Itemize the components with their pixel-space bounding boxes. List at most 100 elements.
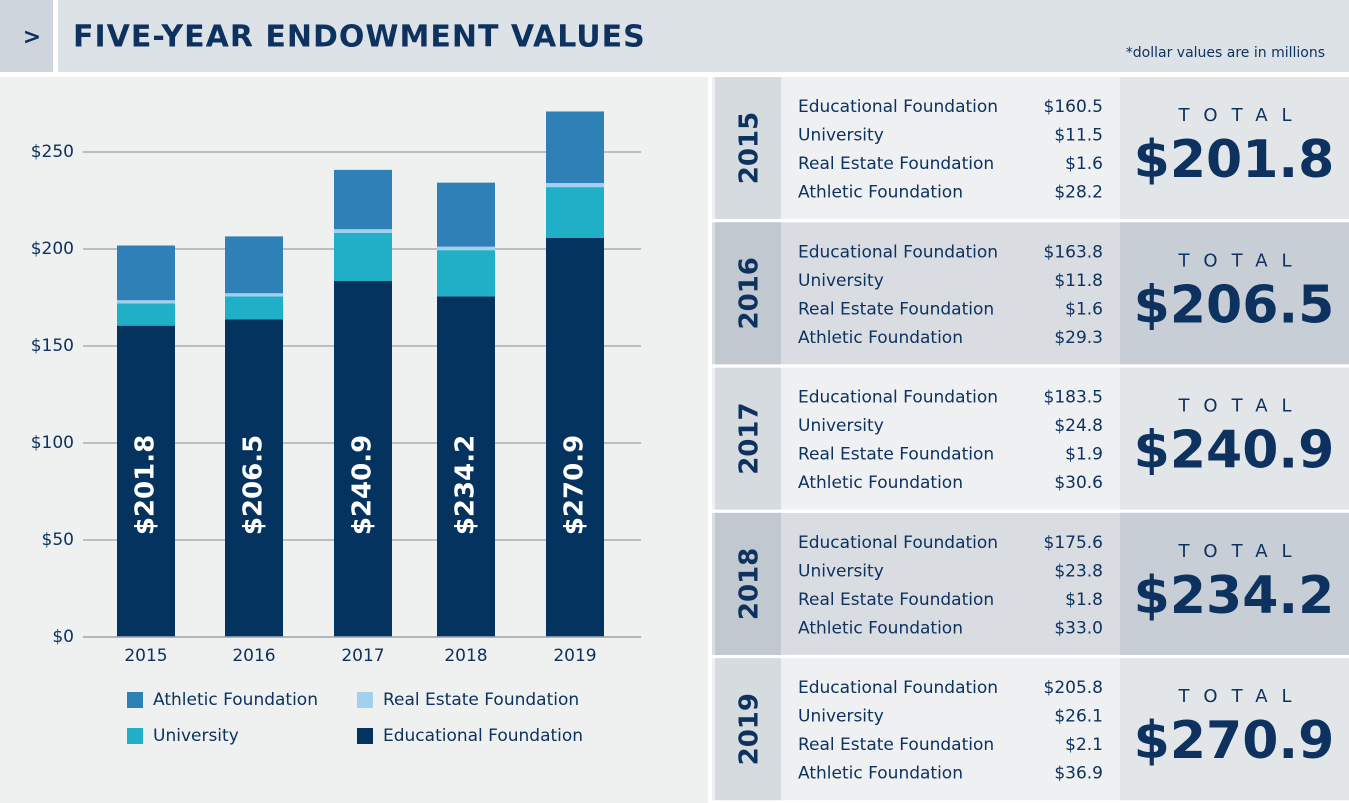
marker: > bbox=[23, 25, 41, 50]
item-value: $11.8 bbox=[1054, 271, 1103, 291]
bar-segment bbox=[334, 229, 392, 233]
total-value: $206.5 bbox=[1134, 275, 1335, 335]
x-tick-label: 2015 bbox=[124, 646, 167, 666]
item-value: $1.6 bbox=[1065, 154, 1103, 174]
x-tick-label: 2019 bbox=[553, 646, 596, 666]
total-value: $270.9 bbox=[1134, 711, 1335, 771]
total-label: TOTAL bbox=[1177, 105, 1305, 126]
legend-label: Real Estate Foundation bbox=[383, 690, 579, 710]
year-cell bbox=[715, 367, 781, 510]
bar-segment bbox=[437, 250, 495, 297]
year-cell bbox=[715, 77, 781, 219]
y-tick-label: $250 bbox=[31, 142, 74, 162]
bar-segment bbox=[334, 232, 392, 282]
item-value: $1.6 bbox=[1065, 299, 1103, 319]
year-cell bbox=[715, 222, 781, 365]
item-name: Educational Foundation bbox=[798, 388, 998, 408]
page-title: FIVE-YEAR ENDOWMENT VALUES bbox=[73, 20, 646, 55]
total-cell bbox=[1120, 367, 1349, 510]
y-tick-label: $100 bbox=[31, 433, 74, 453]
year-label: 2015 bbox=[735, 112, 765, 184]
item-name: Athletic Foundation bbox=[798, 473, 963, 493]
bar-segment bbox=[225, 319, 283, 637]
x-tick-label: 2016 bbox=[232, 646, 275, 666]
item-name: Real Estate Foundation bbox=[798, 299, 994, 319]
item-name: Educational Foundation bbox=[798, 97, 998, 117]
y-tick-label: $150 bbox=[31, 336, 74, 356]
total-cell bbox=[1120, 658, 1349, 801]
item-name: Real Estate Foundation bbox=[798, 445, 994, 465]
x-tick-label: 2018 bbox=[444, 646, 487, 666]
total-label: TOTAL bbox=[1177, 396, 1305, 417]
legend-swatch bbox=[127, 692, 143, 708]
bar-segment bbox=[225, 296, 283, 320]
header-bar bbox=[58, 0, 1349, 72]
item-name: Real Estate Foundation bbox=[798, 735, 994, 755]
item-name: University bbox=[798, 416, 884, 436]
item-name: University bbox=[798, 271, 884, 291]
item-name: Educational Foundation bbox=[798, 242, 998, 262]
bar-total-label: $201.8 bbox=[131, 435, 161, 535]
item-value: $28.2 bbox=[1054, 183, 1103, 203]
total-cell bbox=[1120, 77, 1349, 219]
item-value: $183.5 bbox=[1044, 388, 1103, 408]
year-label: 2019 bbox=[735, 693, 765, 765]
total-label: TOTAL bbox=[1177, 686, 1305, 707]
bar-segment bbox=[225, 236, 283, 294]
item-value: $1.8 bbox=[1065, 590, 1103, 610]
legend-label: University bbox=[153, 726, 239, 746]
bar-segment bbox=[437, 182, 495, 247]
total-label: TOTAL bbox=[1177, 250, 1305, 271]
bar-segment bbox=[117, 300, 175, 304]
item-name: Athletic Foundation bbox=[798, 764, 963, 784]
year-label: 2016 bbox=[735, 257, 765, 329]
total-value: $234.2 bbox=[1134, 566, 1335, 626]
item-value: $160.5 bbox=[1044, 97, 1103, 117]
item-value: $1.9 bbox=[1065, 445, 1103, 465]
y-tick-label: $200 bbox=[31, 239, 74, 259]
bar-segment bbox=[437, 246, 495, 251]
item-value: $30.6 bbox=[1054, 473, 1103, 493]
item-value: $2.1 bbox=[1065, 735, 1103, 755]
item-name: Athletic Foundation bbox=[798, 618, 963, 638]
bar-segment bbox=[334, 169, 392, 230]
item-value: $205.8 bbox=[1044, 678, 1103, 698]
bar-total-label: $240.9 bbox=[348, 435, 378, 535]
marker-box bbox=[0, 0, 53, 72]
item-name: Educational Foundation bbox=[798, 533, 998, 553]
year-cell bbox=[715, 658, 781, 801]
note: *dollar values are in millions bbox=[1126, 45, 1325, 61]
item-value: $24.8 bbox=[1054, 416, 1103, 436]
item-value: $11.5 bbox=[1054, 126, 1103, 146]
item-name: Athletic Foundation bbox=[798, 183, 963, 203]
item-name: Athletic Foundation bbox=[798, 328, 963, 348]
item-name: Real Estate Foundation bbox=[798, 590, 994, 610]
bar-total-label: $206.5 bbox=[239, 435, 269, 535]
item-name: University bbox=[798, 561, 884, 581]
item-value: $26.1 bbox=[1054, 707, 1103, 727]
legend-swatch bbox=[127, 728, 143, 744]
bar-segment bbox=[117, 303, 175, 326]
bar-segment bbox=[334, 281, 392, 637]
total-cell bbox=[1120, 512, 1349, 655]
item-value: $163.8 bbox=[1044, 242, 1103, 262]
total-label: TOTAL bbox=[1177, 541, 1305, 562]
item-name: Real Estate Foundation bbox=[798, 154, 994, 174]
bar-total-label: $270.9 bbox=[560, 435, 590, 535]
bar-segment bbox=[546, 111, 604, 184]
bar-segment bbox=[546, 183, 604, 188]
item-value: $23.8 bbox=[1054, 561, 1103, 581]
item-name: University bbox=[798, 707, 884, 727]
total-value: $240.9 bbox=[1134, 421, 1335, 481]
bar-segment bbox=[225, 293, 283, 297]
item-value: $36.9 bbox=[1054, 764, 1103, 784]
year-label: 2018 bbox=[735, 548, 765, 620]
y-tick-label: $50 bbox=[42, 530, 74, 550]
legend-label: Athletic Foundation bbox=[153, 690, 318, 710]
legend-label: Educational Foundation bbox=[383, 726, 583, 746]
bar-total-label: $234.2 bbox=[451, 435, 481, 535]
y-tick-label: $0 bbox=[52, 627, 74, 647]
total-value: $201.8 bbox=[1134, 130, 1335, 190]
item-value: $175.6 bbox=[1044, 533, 1103, 553]
